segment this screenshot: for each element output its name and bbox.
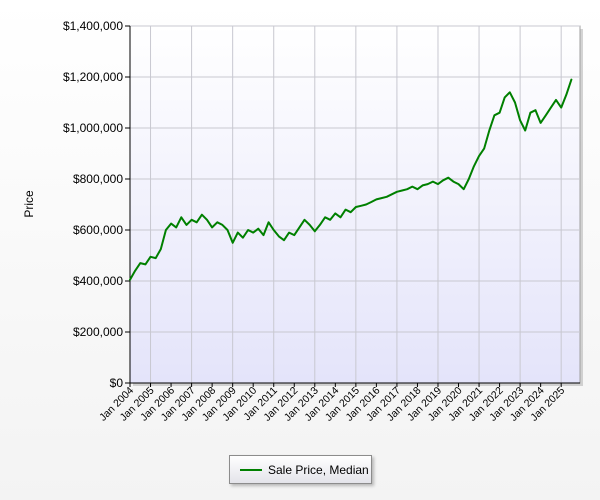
y-tick-label: $200,000 [73, 325, 123, 339]
y-tick-label: $1,200,000 [63, 70, 123, 84]
series-line-0 [129, 78, 573, 281]
plot-area [129, 25, 581, 384]
gridlines [130, 25, 580, 383]
y-tick-label: $0 [110, 376, 124, 390]
axes [125, 25, 580, 387]
legend-line-swatch [240, 468, 262, 471]
y-tick-label: $800,000 [73, 172, 123, 186]
y-axis-tick-labels: $0 $200,000 $400,000 $600,000 $800,000 $1,000… [63, 19, 123, 390]
y-tick-label: $600,000 [73, 223, 123, 237]
y-tick-label: $1,000,000 [63, 121, 123, 135]
legend: Sale Price, Median [229, 455, 372, 484]
series-layer [129, 78, 573, 281]
y-axis-title: Price [22, 190, 36, 218]
legend-label: Sale Price, Median [268, 462, 369, 477]
y-tick-label: $400,000 [73, 274, 123, 288]
y-tick-label: $1,400,000 [63, 19, 123, 33]
